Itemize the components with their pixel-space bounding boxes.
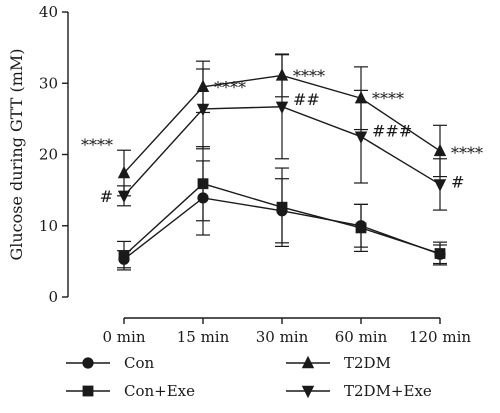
- y-tick-label: 10: [39, 217, 58, 235]
- data-point: [434, 248, 446, 259]
- significance-label: #: [451, 173, 464, 192]
- significance-label: ##: [293, 90, 320, 109]
- data-point: [275, 101, 289, 114]
- legend-marker: [82, 385, 94, 397]
- data-point: [197, 178, 209, 190]
- data-point: [118, 250, 130, 262]
- x-tick-label: 0 min: [103, 328, 146, 346]
- legend-marker: [301, 355, 315, 369]
- chart-legend: Con T2DM Con+Exe T2DM+Exe: [66, 354, 432, 400]
- significance-label: ****: [81, 136, 113, 155]
- significance-label: ****: [214, 78, 246, 97]
- data-point: [196, 103, 210, 117]
- x-tick-label: 120 min: [409, 328, 471, 346]
- y-tick-label: 40: [39, 3, 58, 21]
- significance-label: #: [100, 187, 113, 206]
- legend-item: Con: [66, 354, 155, 372]
- significance-label: ****: [293, 66, 325, 85]
- x-tick-label: 30 min: [256, 328, 309, 346]
- chart-annotations: **** # **** **** ## **** ### **** #: [81, 66, 483, 205]
- series-con-exe: [117, 146, 447, 271]
- data-point: [117, 165, 131, 179]
- legend-item: Con+Exe: [66, 382, 195, 400]
- data-point: [117, 190, 131, 204]
- legend-label: T2DM+Exe: [344, 382, 432, 400]
- y-axis-title: Glucose during GTT (mM): [7, 48, 26, 260]
- legend-marker: [301, 385, 315, 399]
- legend-marker: [82, 357, 94, 369]
- y-tick-label: 30: [39, 74, 58, 92]
- significance-label: ****: [372, 89, 404, 108]
- x-tick-label: 15 min: [177, 328, 230, 346]
- chart-axes: 0 10 20 30 40 0 min 15 min 30 min 60 min 120 min G…: [7, 3, 471, 346]
- legend-item: T2DM: [286, 354, 391, 372]
- significance-label: ###: [372, 121, 412, 140]
- x-tick-label: 60 min: [335, 328, 388, 346]
- legend-item: T2DM+Exe: [286, 382, 432, 400]
- data-point: [433, 179, 447, 192]
- significance-label: ****: [451, 143, 483, 162]
- data-point: [433, 143, 447, 157]
- legend-label: Con+Exe: [124, 382, 195, 400]
- y-tick-label: 20: [39, 146, 58, 164]
- data-point: [355, 222, 367, 234]
- legend-label: Con: [124, 354, 155, 372]
- series-t2dm-exe: [117, 54, 447, 211]
- y-tick-label: 0: [48, 288, 58, 306]
- data-point: [354, 131, 368, 144]
- legend-label: T2DM: [344, 354, 391, 372]
- chart-series: [117, 53, 447, 271]
- data-point: [276, 201, 288, 213]
